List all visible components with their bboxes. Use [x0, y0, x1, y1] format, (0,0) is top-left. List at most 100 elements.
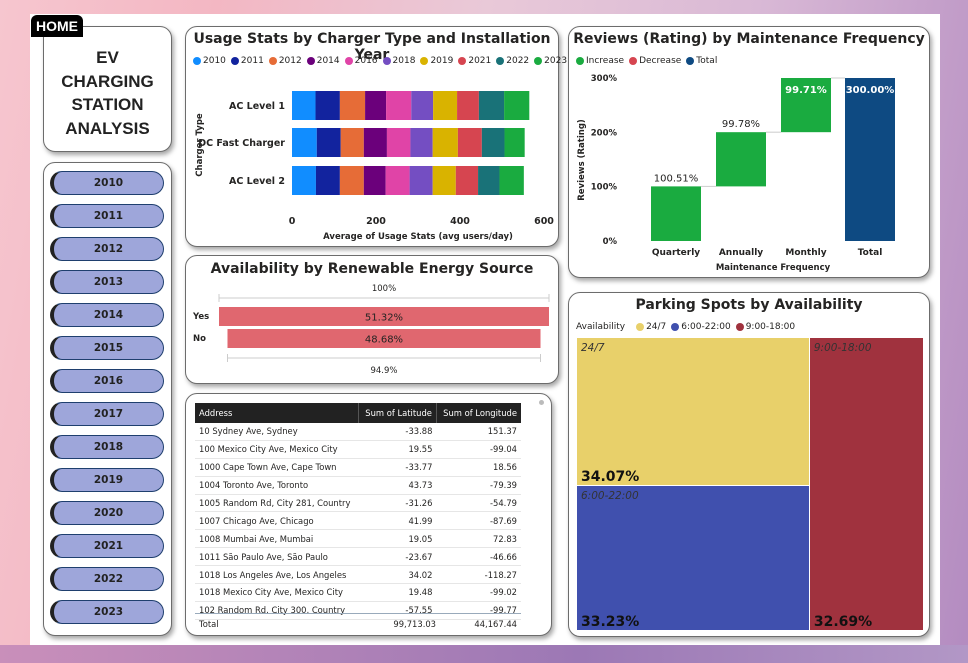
bar-segment[interactable] [315, 166, 340, 195]
bar-segment[interactable] [455, 166, 479, 195]
usage-legend: 2010 2011 2012 2014 2016 2018 2019 2021 2022 2023 [193, 56, 567, 66]
legend-item[interactable]: 2019 [420, 56, 453, 66]
waterfall-bar[interactable] [716, 132, 766, 187]
year-button-2016[interactable]: 2016 [50, 369, 164, 393]
legend-item[interactable]: 2011 [230, 56, 264, 66]
funnel-bar[interactable] [219, 307, 549, 326]
bar-segment[interactable] [292, 166, 316, 195]
waterfall-bar[interactable] [781, 78, 831, 133]
table-cell: 19.48 [358, 583, 437, 602]
year-button-2011[interactable]: 2011 [50, 204, 164, 228]
bar-segment[interactable] [340, 128, 364, 157]
waterfall-bar[interactable] [845, 78, 895, 241]
bar-segment[interactable] [481, 128, 505, 157]
bar-segment[interactable] [363, 166, 386, 195]
year-button-2010[interactable]: 2010 [50, 171, 164, 195]
bar-segment[interactable] [409, 166, 433, 195]
year-button-2020[interactable]: 2020 [50, 501, 164, 525]
x-tick-label: 200 [366, 216, 386, 227]
legend-marker [193, 57, 201, 65]
year-button-2012[interactable]: 2012 [50, 237, 164, 261]
table-row[interactable]: 1005 Random Rd, City 281, Country -31.26-… [195, 494, 521, 513]
bar-segment[interactable] [385, 166, 410, 195]
title-line: CHARGING [61, 71, 154, 91]
column-header[interactable]: Sum of Latitude [358, 403, 437, 423]
table-row[interactable]: 1007 Chicago Ave, Chicago 41.99 -87.69 [195, 511, 521, 531]
legend-item[interactable]: Total [686, 56, 717, 66]
bar-segment[interactable] [433, 91, 458, 120]
year-button-2022[interactable]: 2022 [50, 567, 164, 591]
bar-segment[interactable] [478, 91, 505, 120]
bar-segment[interactable] [292, 91, 316, 120]
bar-segment[interactable] [410, 128, 433, 157]
legend-marker [735, 323, 744, 331]
legend-label: 2016 [354, 56, 378, 66]
tile-name-label: 24/7 [581, 342, 605, 354]
table-row[interactable]: 1000 Cape Town Ave, Cape Town -33.77 18.56 [195, 458, 521, 477]
category-label: AC Level 1 [229, 101, 285, 112]
legend-item[interactable]: 2010 [193, 56, 226, 66]
year-button-2021[interactable]: 2021 [50, 534, 164, 558]
table-row[interactable]: 1011 São Paulo Ave, São Paulo -23.67 -46.6… [195, 547, 521, 567]
table-row[interactable]: 1004 Toronto Ave, Toronto 43.73 -79.39 [195, 476, 521, 495]
treemap-tile[interactable]: 6:00-22:00 33.23% [577, 485, 809, 630]
bar-segment[interactable] [386, 91, 412, 120]
bar-segment[interactable] [411, 91, 434, 120]
table-row[interactable]: 1008 Mumbai Ave, Mumbai 19.05 72.83 [195, 529, 521, 549]
legend-item[interactable]: 2018 [382, 56, 415, 66]
bar-segment[interactable] [478, 166, 500, 195]
funnel-bar[interactable] [227, 329, 541, 348]
bar-segment[interactable] [315, 91, 340, 120]
year-button-2019[interactable]: 2019 [50, 468, 164, 492]
bar-segment[interactable] [432, 128, 458, 157]
bar-segment[interactable] [504, 128, 525, 157]
legend-item[interactable]: 2023 [534, 56, 567, 66]
bar-segment[interactable] [499, 166, 524, 195]
bar-segment[interactable] [316, 128, 341, 157]
bar-segment[interactable] [363, 128, 387, 157]
legend-item[interactable]: 6:00-22:00 [671, 322, 731, 332]
legend-item[interactable]: Decrease [629, 56, 681, 66]
bar-segment[interactable] [339, 91, 366, 120]
year-button-2017[interactable]: 2017 [50, 402, 164, 426]
table-cell: -31.26 [358, 494, 437, 513]
table-row[interactable]: 10 Sydney Ave, Sydney -33.88 151.37 [195, 423, 521, 441]
bar-segment[interactable] [457, 91, 479, 120]
table-row[interactable]: 102 Random Rd, City 300, Country -57.55 -9… [195, 601, 521, 620]
bar-segment[interactable] [292, 128, 317, 157]
legend-item[interactable]: 2021 [458, 56, 491, 66]
bar-segment[interactable] [504, 91, 530, 120]
legend-marker [268, 57, 277, 65]
legend-item[interactable]: 2016 [344, 56, 378, 66]
table-row[interactable]: 100 Mexico City Ave, Mexico City 19.55 -99… [195, 440, 521, 459]
legend-item[interactable]: 2012 [268, 56, 302, 66]
table-row[interactable]: 1018 Los Angeles Ave, Los Angeles 34.02 -1… [195, 565, 521, 585]
treemap-tile[interactable]: 9:00-18:00 32.69% [809, 338, 923, 630]
table-cell: 72.83 [436, 529, 521, 549]
legend-item[interactable]: 9:00-18:00 [735, 322, 795, 332]
legend-item[interactable]: 2014 [306, 56, 340, 66]
year-button-2023[interactable]: 2023 [50, 600, 164, 624]
column-header[interactable]: Sum of Longitude [435, 403, 521, 423]
table-cell: 1011 São Paulo Ave, São Paulo [195, 547, 359, 567]
legend-item[interactable]: 2022 [496, 56, 529, 66]
legend-marker [636, 323, 645, 331]
treemap-tile[interactable]: 24/7 34.07% [577, 338, 809, 485]
waterfall-bar[interactable] [651, 186, 701, 241]
bar-segment[interactable] [432, 166, 456, 195]
legend-item[interactable]: Increase [576, 56, 624, 66]
bar-segment[interactable] [457, 128, 482, 157]
legend-item[interactable]: 24/7 [636, 322, 666, 332]
table-row[interactable]: 1018 Mexico City Ave, Mexico City 19.48 -9… [195, 583, 521, 602]
column-header[interactable]: Address [195, 403, 359, 423]
table-cell: 10 Sydney Ave, Sydney [195, 423, 359, 441]
bar-segment[interactable] [339, 166, 364, 195]
year-button-2018[interactable]: 2018 [50, 435, 164, 459]
year-button-2013[interactable]: 2013 [50, 270, 164, 294]
bar-segment[interactable] [365, 91, 387, 120]
year-button-2015[interactable]: 2015 [50, 336, 164, 360]
scrollbar[interactable] [539, 400, 544, 405]
home-button[interactable]: HOME [31, 15, 83, 37]
year-button-2014[interactable]: 2014 [50, 303, 164, 327]
bar-segment[interactable] [386, 128, 411, 157]
